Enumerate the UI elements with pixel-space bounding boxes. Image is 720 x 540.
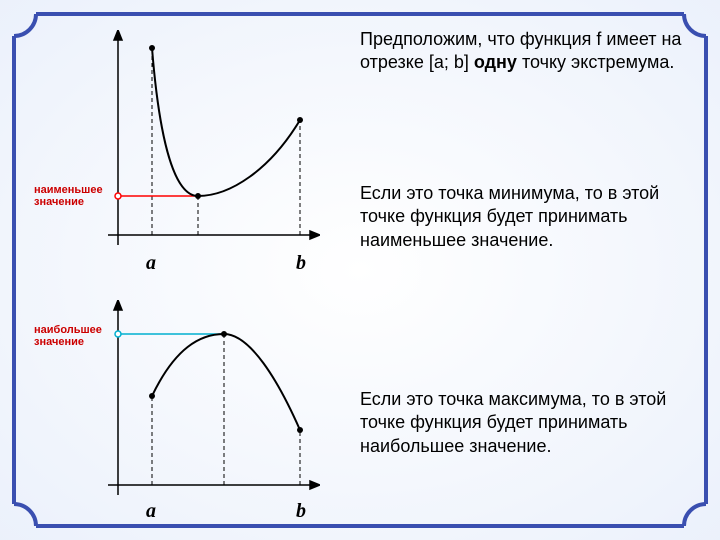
axis-b-top: b <box>296 252 306 275</box>
axis-a-top: a <box>146 252 156 275</box>
intro-paragraph: Предположим, что функция f имеет на отре… <box>360 28 690 75</box>
minimum-text: Если это точка минимума, то в этой точке… <box>360 183 659 250</box>
maximum-text: Если это точка максимума, то в этой точк… <box>360 389 666 456</box>
page-root: Предположим, что функция f имеет на отре… <box>0 0 720 540</box>
label-max-line2: значение <box>34 336 102 348</box>
label-min-line1: наименьшее <box>34 184 103 196</box>
label-max-line1: наибольшее <box>34 324 102 336</box>
axis-a-bottom: a <box>146 500 156 523</box>
label-max: наибольшее значение <box>34 324 102 348</box>
axis-b-bottom: b <box>296 500 306 523</box>
chart-min <box>100 30 320 250</box>
label-min: наименьшее значение <box>34 184 103 208</box>
label-min-line2: значение <box>34 196 103 208</box>
intro-bold: одну <box>474 52 517 72</box>
minimum-paragraph: Если это точка минимума, то в этой точке… <box>360 182 690 252</box>
chart-max <box>100 300 320 500</box>
content-layer: Предположим, что функция f имеет на отре… <box>0 0 720 540</box>
intro-suffix: точку экстремума. <box>517 52 674 72</box>
maximum-paragraph: Если это точка максимума, то в этой точк… <box>360 388 690 458</box>
